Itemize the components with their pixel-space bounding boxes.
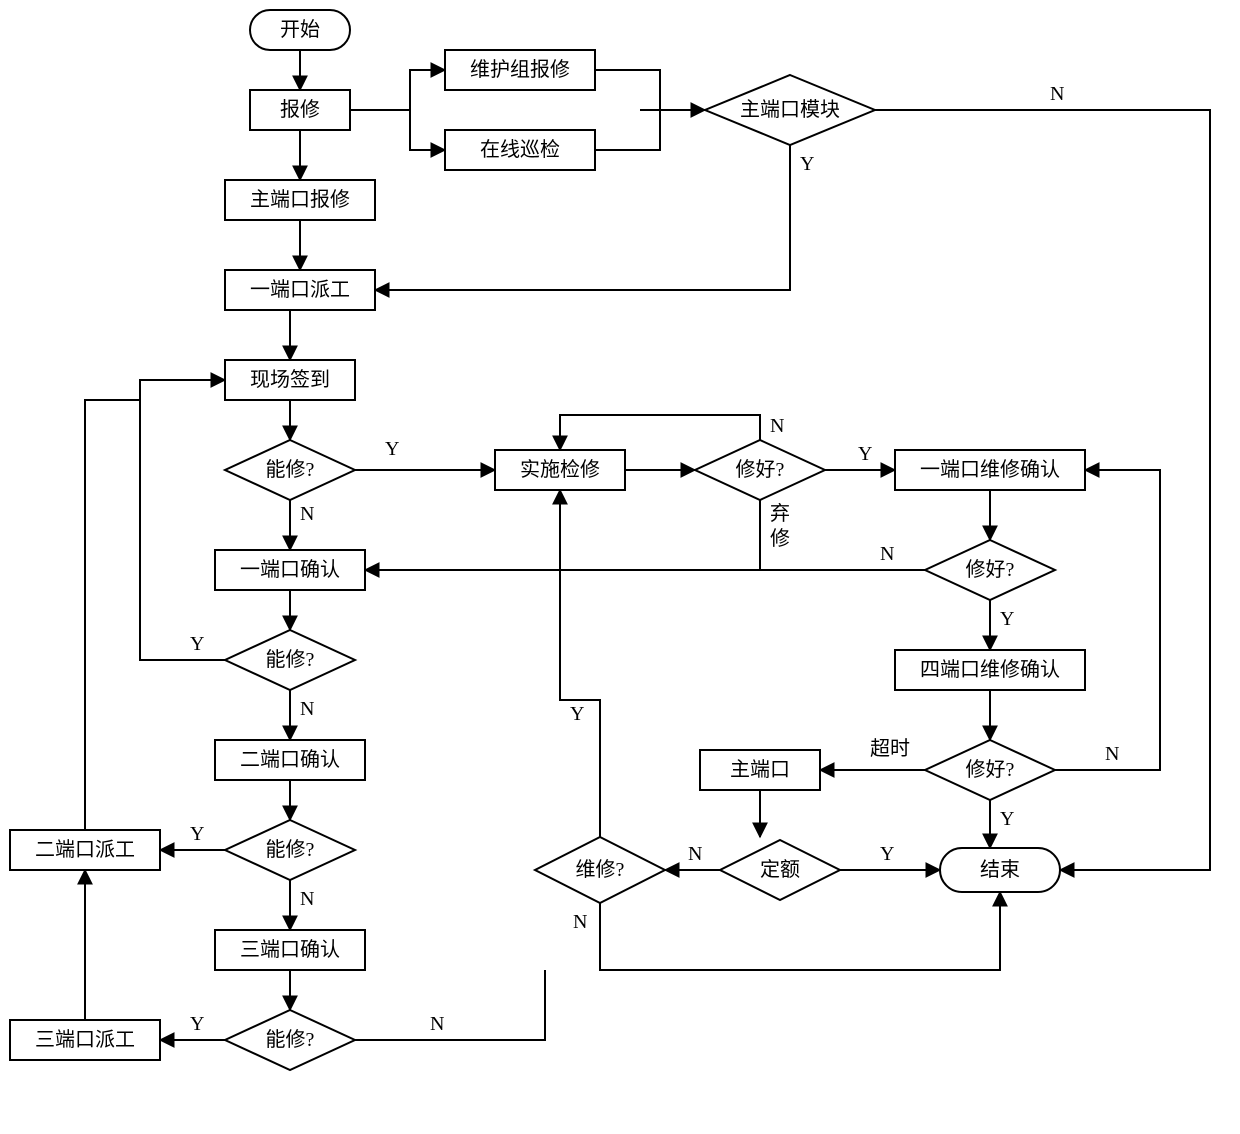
- node-can3: 能修?: [225, 820, 355, 880]
- svg-text:开始: 开始: [280, 18, 320, 41]
- flowchart-canvas: Y N Y N N Y 弃 修 N Y 超时 N Y Y N Y N: [0, 0, 1240, 1134]
- svg-text:维护组报修: 维护组报修: [470, 58, 570, 81]
- node-baoxiu: 报修: [250, 90, 350, 130]
- label-y-repairq: Y: [570, 703, 584, 725]
- node-can2: 能修?: [225, 630, 355, 690]
- svg-text:能修?: 能修?: [266, 458, 315, 481]
- svg-text:一端口确认: 一端口确认: [240, 558, 340, 581]
- label-y-can2: Y: [190, 633, 204, 655]
- svg-text:在线巡检: 在线巡检: [480, 138, 560, 161]
- svg-text:能修?: 能修?: [266, 1028, 315, 1051]
- label-n-can4: N: [430, 1013, 444, 1035]
- node-fixed3: 修好?: [925, 740, 1055, 800]
- svg-text:主端口模块: 主端口模块: [740, 98, 840, 121]
- node-start: 开始: [250, 10, 350, 50]
- label-y-fixed2: Y: [1000, 608, 1014, 630]
- svg-text:三端口确认: 三端口确认: [240, 938, 340, 961]
- node-end: 结束: [940, 848, 1060, 892]
- svg-text:结束: 结束: [980, 858, 1020, 881]
- label-y-can1: Y: [385, 438, 399, 460]
- node-checkin: 现场签到: [225, 360, 355, 400]
- label-n-can1: N: [300, 503, 314, 525]
- svg-text:二端口确认: 二端口确认: [240, 748, 340, 771]
- node-main-baoxiu: 主端口报修: [225, 180, 375, 220]
- label-y-can4: Y: [190, 1013, 204, 1035]
- node-do-repair: 实施检修: [495, 450, 625, 490]
- svg-text:主端口: 主端口: [730, 758, 790, 781]
- label-n-mainmod: N: [1050, 83, 1064, 105]
- label-y-mainmod: Y: [800, 153, 814, 175]
- label-y-quota: Y: [880, 843, 894, 865]
- node-dispatch1: 一端口派工: [225, 270, 375, 310]
- node-zaixian: 在线巡检: [445, 130, 595, 170]
- label-abandon2: 修: [770, 527, 790, 550]
- node-main-port: 主端口: [700, 750, 820, 790]
- svg-text:报修: 报修: [280, 98, 320, 121]
- label-n-fixed1: N: [770, 415, 784, 437]
- svg-text:修好?: 修好?: [966, 758, 1015, 781]
- label-n-repairq: N: [573, 911, 587, 933]
- svg-text:维修?: 维修?: [576, 858, 625, 881]
- svg-text:能修?: 能修?: [266, 838, 315, 861]
- node-main-mod: 主端口模块: [705, 75, 875, 145]
- svg-text:实施检修: 实施检修: [520, 458, 600, 481]
- node-dispatch2: 二端口派工: [10, 830, 160, 870]
- node-fixed2: 修好?: [925, 540, 1055, 600]
- label-n-quota: N: [688, 843, 702, 865]
- node-fixed1: 修好?: [695, 440, 825, 500]
- label-n-fixed2: N: [880, 543, 894, 565]
- label-y-fixed1: Y: [858, 443, 872, 465]
- node-repair-q: 维修?: [535, 837, 665, 903]
- label-abandon1: 弃: [770, 502, 790, 525]
- svg-text:能修?: 能修?: [266, 648, 315, 671]
- svg-text:三端口派工: 三端口派工: [35, 1028, 135, 1051]
- node-can4: 能修?: [225, 1010, 355, 1070]
- node-conf2: 二端口确认: [215, 740, 365, 780]
- label-y-can3: Y: [190, 823, 204, 845]
- svg-text:修好?: 修好?: [736, 458, 785, 481]
- svg-text:定额: 定额: [760, 858, 800, 881]
- label-timeout: 超时: [870, 737, 910, 760]
- node-conf1: 一端口确认: [215, 550, 365, 590]
- node-dispatch3: 三端口派工: [10, 1020, 160, 1060]
- node-conf4-repair: 四端口维修确认: [895, 650, 1085, 690]
- svg-text:四端口维修确认: 四端口维修确认: [920, 658, 1060, 681]
- svg-text:主端口报修: 主端口报修: [250, 188, 350, 211]
- svg-text:一端口维修确认: 一端口维修确认: [920, 458, 1060, 481]
- node-conf1-repair: 一端口维修确认: [895, 450, 1085, 490]
- node-weihu: 维护组报修: [445, 50, 595, 90]
- node-quota: 定额: [720, 840, 840, 900]
- label-y-fixed3: Y: [1000, 808, 1014, 830]
- label-n-fixed3: N: [1105, 743, 1119, 765]
- node-conf3: 三端口确认: [215, 930, 365, 970]
- svg-text:现场签到: 现场签到: [250, 368, 330, 391]
- svg-text:修好?: 修好?: [966, 558, 1015, 581]
- svg-text:二端口派工: 二端口派工: [35, 838, 135, 861]
- node-can1: 能修?: [225, 440, 355, 500]
- label-n-can3: N: [300, 888, 314, 910]
- svg-text:一端口派工: 一端口派工: [250, 278, 350, 301]
- label-n-can2: N: [300, 698, 314, 720]
